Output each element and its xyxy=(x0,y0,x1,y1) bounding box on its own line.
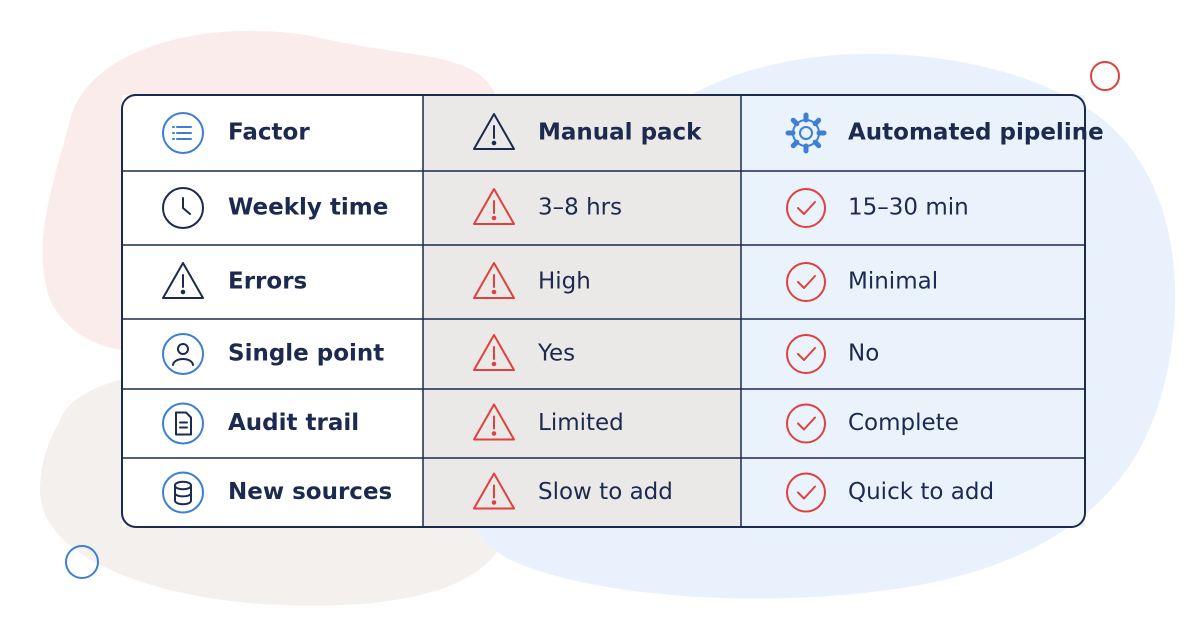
icon-check xyxy=(786,472,826,513)
icon-part xyxy=(162,187,204,229)
icon-doc xyxy=(162,402,204,445)
row-label: Single point xyxy=(228,341,384,367)
cell: 15–30 min xyxy=(848,195,969,221)
icon-part xyxy=(491,289,497,295)
icon-part xyxy=(797,275,816,289)
icon-part xyxy=(491,361,497,367)
col-bg-factor xyxy=(122,95,423,527)
cell: Slow to add xyxy=(538,479,673,505)
icon-warn xyxy=(473,113,515,150)
icon-part xyxy=(177,343,189,355)
icon-part xyxy=(473,334,515,371)
icon-check xyxy=(786,188,826,228)
cell: Minimal xyxy=(848,269,938,295)
icon-check xyxy=(786,262,826,302)
icon-part xyxy=(785,112,827,154)
row-label: Weekly time xyxy=(228,195,388,221)
icon-part xyxy=(792,119,820,147)
icon-warn xyxy=(473,188,515,225)
cell: 3–8 hrs xyxy=(538,195,622,221)
cell: Quick to add xyxy=(848,479,994,505)
icon-part xyxy=(172,358,194,366)
col-bg-manual xyxy=(423,95,741,527)
header-cell: Factor xyxy=(228,120,310,146)
icon-check xyxy=(786,403,826,444)
icon-part xyxy=(797,201,816,215)
icon-part xyxy=(473,113,515,150)
icon-part xyxy=(172,126,192,140)
header-cell: Automated pipeline xyxy=(848,120,1104,146)
comparison-table: Factor Manual pack Automated pipeline Weekl… xyxy=(121,94,1104,528)
icon-part xyxy=(162,333,204,375)
icon-user xyxy=(162,333,204,375)
icon-part xyxy=(491,140,497,146)
icon-warn xyxy=(162,262,204,299)
header-cell: Manual pack xyxy=(538,120,702,146)
icon-part xyxy=(473,472,515,510)
icon-db xyxy=(162,471,204,514)
icon-part xyxy=(786,403,826,444)
icon-part xyxy=(180,289,186,295)
row-label: Audit trail xyxy=(228,410,359,436)
icon-part xyxy=(786,472,826,513)
icon-part xyxy=(797,485,816,500)
icon-part xyxy=(175,411,192,436)
cell: Limited xyxy=(538,410,624,436)
icon-warn xyxy=(473,334,515,371)
icon-part xyxy=(797,347,816,361)
icon-check xyxy=(786,334,826,374)
icon-clock xyxy=(162,187,204,229)
deco-circle-red xyxy=(1090,61,1120,91)
icon-part xyxy=(491,431,497,436)
row-label: New sources xyxy=(228,479,392,505)
icon-warn xyxy=(473,403,515,441)
cell: Complete xyxy=(848,410,959,436)
icon-part xyxy=(799,126,813,140)
deco-circle-blue xyxy=(65,545,99,579)
icon-part xyxy=(174,480,192,506)
icon-part xyxy=(162,402,204,445)
icon-part xyxy=(162,262,204,299)
cell: High xyxy=(538,269,591,295)
col-bg-auto xyxy=(741,95,1085,527)
icon-part xyxy=(473,403,515,441)
icon-warn xyxy=(473,472,515,510)
icon-part xyxy=(162,112,204,154)
icon-part xyxy=(473,188,515,225)
icon-part xyxy=(473,262,515,299)
row-label: Errors xyxy=(228,269,307,295)
cell: Yes xyxy=(537,341,575,367)
icon-part xyxy=(797,416,816,431)
icon-part xyxy=(491,215,497,221)
icon-part xyxy=(786,262,826,302)
icon-part xyxy=(786,334,826,374)
table-border xyxy=(121,94,1086,528)
icon-part xyxy=(162,471,204,514)
icon-part xyxy=(182,197,191,215)
cell: No xyxy=(848,341,879,367)
icon-gear xyxy=(785,112,827,154)
icon-list xyxy=(162,112,204,154)
icon-part xyxy=(491,500,497,505)
icon-warn xyxy=(473,262,515,299)
icon-part xyxy=(786,188,826,228)
